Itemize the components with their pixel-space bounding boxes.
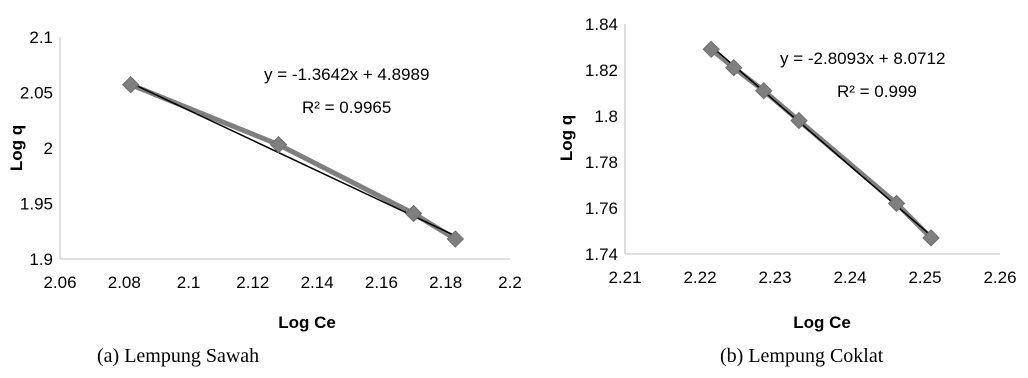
r2-a: R² = 0.9965 bbox=[302, 98, 391, 117]
y-axis-title-b: Log q bbox=[557, 115, 576, 161]
x-tick-labels-b: 2.21 2.22 2.23 2.24 2.25 2.26 bbox=[608, 268, 1016, 287]
x-tick-label: 2.26 bbox=[983, 268, 1016, 287]
x-tick-label: 2.22 bbox=[683, 268, 716, 287]
x-tick-label: 2.25 bbox=[908, 268, 941, 287]
markers-b bbox=[702, 40, 940, 247]
equation-b: y = -2.8093x + 8.0712 bbox=[780, 49, 945, 68]
y-tick-label: 2 bbox=[44, 139, 53, 158]
y-tick-label: 2.05 bbox=[20, 84, 53, 103]
x-axis-title-a: Log Ce bbox=[278, 313, 336, 332]
x-tick-label: 2.16 bbox=[365, 273, 398, 292]
y-tick-label: 1.78 bbox=[585, 153, 618, 172]
y-tick-label: 1.95 bbox=[20, 195, 53, 214]
y-tick-label: 1.76 bbox=[585, 199, 618, 218]
data-point-diamond bbox=[755, 81, 773, 100]
y-axis-title-a: Log q bbox=[7, 125, 26, 171]
x-tick-label: 2.12 bbox=[236, 273, 269, 292]
caption-b: (b) Lempung Coklat bbox=[720, 345, 884, 367]
markers-a bbox=[122, 76, 465, 248]
x-tick-label: 2.06 bbox=[43, 273, 76, 292]
x-tick-label: 2.23 bbox=[758, 268, 791, 287]
data-point-diamond bbox=[725, 58, 743, 77]
y-tick-labels-a: 1.9 1.95 2 2.05 2.1 bbox=[20, 28, 53, 269]
series-line-a bbox=[129, 82, 457, 242]
y-tick-label: 1.82 bbox=[585, 61, 618, 80]
x-tick-label: 2.1 bbox=[177, 273, 201, 292]
x-tick-labels-a: 2.06 2.08 2.1 2.12 2.14 2.16 2.18 2.2 bbox=[43, 273, 521, 292]
data-point-diamond bbox=[122, 76, 140, 94]
data-point-diamond bbox=[702, 40, 720, 59]
data-point-diamond bbox=[269, 135, 288, 154]
y-tick-label: 1.84 bbox=[585, 15, 618, 34]
x-tick-label: 2.18 bbox=[429, 273, 462, 292]
x-axis-title-b: Log Ce bbox=[793, 313, 851, 332]
x-tick-label: 2.21 bbox=[608, 268, 641, 287]
data-point-diamond bbox=[404, 204, 423, 223]
r2-b: R² = 0.999 bbox=[837, 82, 917, 101]
chart-lempung-coklat: 1.74 1.76 1.78 1.8 1.82 1.84 2.21 2.22 2.23 2.24… bbox=[557, 15, 1017, 367]
x-tick-label: 2.08 bbox=[108, 273, 141, 292]
y-tick-labels-b: 1.74 1.76 1.78 1.8 1.82 1.84 bbox=[585, 15, 618, 264]
x-tick-label: 2.24 bbox=[833, 268, 866, 287]
data-point-diamond bbox=[887, 194, 906, 213]
trendline-a bbox=[130, 82, 456, 237]
y-tick-label: 1.9 bbox=[29, 250, 53, 269]
equation-a: y = -1.3642x + 4.8989 bbox=[264, 65, 429, 84]
y-tick-label: 1.74 bbox=[585, 245, 618, 264]
y-tick-label: 1.8 bbox=[594, 107, 618, 126]
data-point-diamond bbox=[922, 229, 940, 247]
y-tick-label: 2.1 bbox=[29, 28, 53, 47]
caption-a: (a) Lempung Sawah bbox=[97, 345, 259, 367]
data-point-diamond bbox=[446, 230, 465, 248]
data-point-diamond bbox=[790, 111, 808, 130]
x-tick-label: 2.2 bbox=[498, 273, 522, 292]
x-tick-label: 2.14 bbox=[301, 273, 334, 292]
